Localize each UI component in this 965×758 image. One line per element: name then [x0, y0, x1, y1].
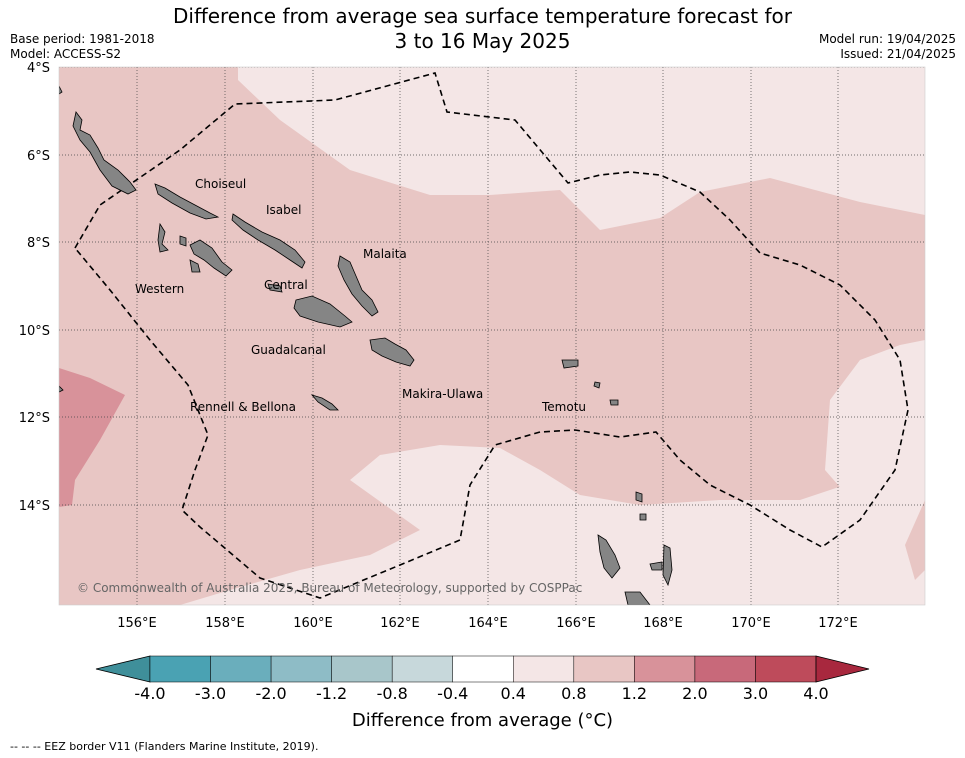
colorbar-segment [755, 655, 817, 683]
lon-label: 158°E [205, 616, 245, 631]
colorbar-segment [331, 655, 393, 683]
vanuatu-island-3 [662, 544, 673, 587]
label-western: Western [135, 282, 184, 296]
label-rennell-bellona: Rennell & Bellona [190, 400, 296, 414]
lon-label: 166°E [556, 616, 596, 631]
colorbar-segment [634, 655, 696, 683]
label-guadalcanal: Guadalcanal [251, 343, 326, 357]
map-title: Difference from average sea surface temp… [0, 4, 965, 54]
colorbar-segment [149, 655, 211, 683]
model-name: Model: ACCESS-S2 [10, 47, 122, 61]
temotu-island-2 [593, 381, 601, 389]
colorbar-tick-label: -3.0 [195, 684, 226, 703]
isabel-island [231, 213, 306, 269]
lon-label: 172°E [818, 616, 858, 631]
colorbar-label: Difference from average (°C) [351, 710, 614, 731]
lon-label: 170°E [731, 616, 771, 631]
makira-island [369, 337, 415, 367]
copyright-text: © Commonwealth of Australia 2025, Bureau… [77, 581, 582, 595]
anomaly-band-0-4-to-0-8-north [238, 67, 925, 230]
png-coast-1 [59, 85, 63, 95]
colorbar-tick-label: -2.0 [255, 684, 286, 703]
issued-date: Issued: 21/04/2025 [840, 47, 956, 61]
choiseul-island [154, 183, 220, 220]
base-period: Base period: 1981-2018 [10, 32, 155, 46]
colorbar-tick-label: -4.0 [134, 684, 165, 703]
title-line-1: Difference from average sea surface temp… [172, 4, 792, 28]
vanuatu-island-1 [597, 534, 621, 579]
malaita-island [337, 255, 379, 317]
label-choiseul: Choiseul [195, 177, 246, 191]
rennell-island [310, 394, 339, 411]
lon-label: 162°E [380, 616, 420, 631]
central-island [267, 283, 283, 293]
colorbar-tick-label: 2.0 [682, 684, 707, 703]
colorbar-segment [210, 655, 272, 683]
guadalcanal-island [293, 295, 353, 328]
meta-left: Base period: 1981-2018 Model: ACCESS-S2 [10, 32, 155, 62]
label-central: Central [264, 278, 308, 292]
lat-label: 12°S [19, 411, 50, 426]
lon-label: 160°E [293, 616, 333, 631]
colorbar: -4.0 -3.0 -2.0 -1.2 -0.8 -0.4 0.4 0.8 1.2 2.0 3.0 4… [95, 655, 870, 703]
temotu-island-1 [561, 359, 579, 369]
eez-footnote: -- -- -- EEZ border V11 (Flanders Marine… [10, 740, 319, 753]
colorbar-tick-label: -0.8 [377, 684, 408, 703]
map-area: © Commonwealth of Australia 2025, Bureau… [59, 67, 925, 605]
anomaly-band-0-4-to-0-8-south [180, 400, 925, 605]
western-island-2 [189, 239, 233, 277]
temotu-island-3 [609, 399, 619, 406]
vanuatu-island-2 [624, 591, 651, 605]
colorbar-tick-label: -1.2 [316, 684, 347, 703]
title-line-2: 3 to 16 May 2025 [394, 29, 571, 53]
label-isabel: Isabel [266, 203, 301, 217]
place-labels: Choiseul Isabel Malaita Western Central … [135, 177, 586, 414]
colorbar-segment [391, 655, 453, 683]
lon-label: 164°E [468, 616, 508, 631]
western-island-4 [189, 259, 201, 273]
sst-map: © Commonwealth of Australia 2025, Bureau… [19, 61, 926, 631]
colorbar-tick-label: 0.8 [561, 684, 586, 703]
model-run: Model run: 19/04/2025 [818, 32, 956, 46]
anomaly-band-0-4-to-0-8-east [825, 340, 925, 530]
vanuatu-island-6 [639, 513, 647, 521]
lat-label: 6°S [27, 149, 50, 164]
label-malaita: Malaita [363, 247, 407, 261]
lon-label: 168°E [643, 616, 683, 631]
western-island-1 [157, 222, 169, 253]
colorbar-segment [513, 655, 575, 683]
label-temotu: Temotu [541, 400, 586, 414]
lat-label: 14°S [19, 499, 50, 514]
colorbar-segment [270, 655, 332, 683]
latitude-labels: 4°S 6°S 8°S 10°S 12°S 14°S [19, 61, 50, 514]
colorbar-tick-label: 4.0 [803, 684, 828, 703]
colorbar-segment [452, 655, 514, 683]
choiseul-island-west [72, 111, 137, 195]
colorbar-extend-low [95, 655, 151, 683]
colorbar-segment [573, 655, 635, 683]
anomaly-band-0-8-to-1-2-southeast [905, 500, 925, 580]
land [59, 85, 673, 605]
png-coast-2 [59, 385, 64, 393]
colorbar-tick-label: 3.0 [743, 684, 768, 703]
longitude-labels: 156°E 158°E 160°E 162°E 164°E 166°E 168°… [117, 616, 858, 631]
anomaly-band-1-2-to-2-0 [59, 368, 125, 507]
lon-label: 156°E [117, 616, 157, 631]
vanuatu-island-5 [635, 491, 643, 503]
label-makira-ulawa: Makira-Ulawa [402, 387, 483, 401]
vanuatu-island-4 [649, 561, 663, 571]
colorbar-extend-high [815, 655, 870, 683]
meta-right: Model run: 19/04/2025 Issued: 21/04/2025 [819, 32, 956, 62]
lat-label: 10°S [19, 324, 50, 339]
colorbar-segments [95, 655, 870, 683]
colorbar-tick-label: 1.2 [622, 684, 647, 703]
lat-label: 4°S [27, 61, 50, 76]
lat-label: 8°S [27, 236, 50, 251]
colorbar-ticks: -4.0 -3.0 -2.0 -1.2 -0.8 -0.4 0.4 0.8 1.2 2.0 3.0 4… [134, 684, 828, 703]
western-island-3 [179, 235, 187, 247]
colorbar-segment [694, 655, 756, 683]
colorbar-tick-label: 0.4 [501, 684, 526, 703]
map-frame [58, 66, 926, 606]
colorbar-tick-label: -0.4 [437, 684, 468, 703]
